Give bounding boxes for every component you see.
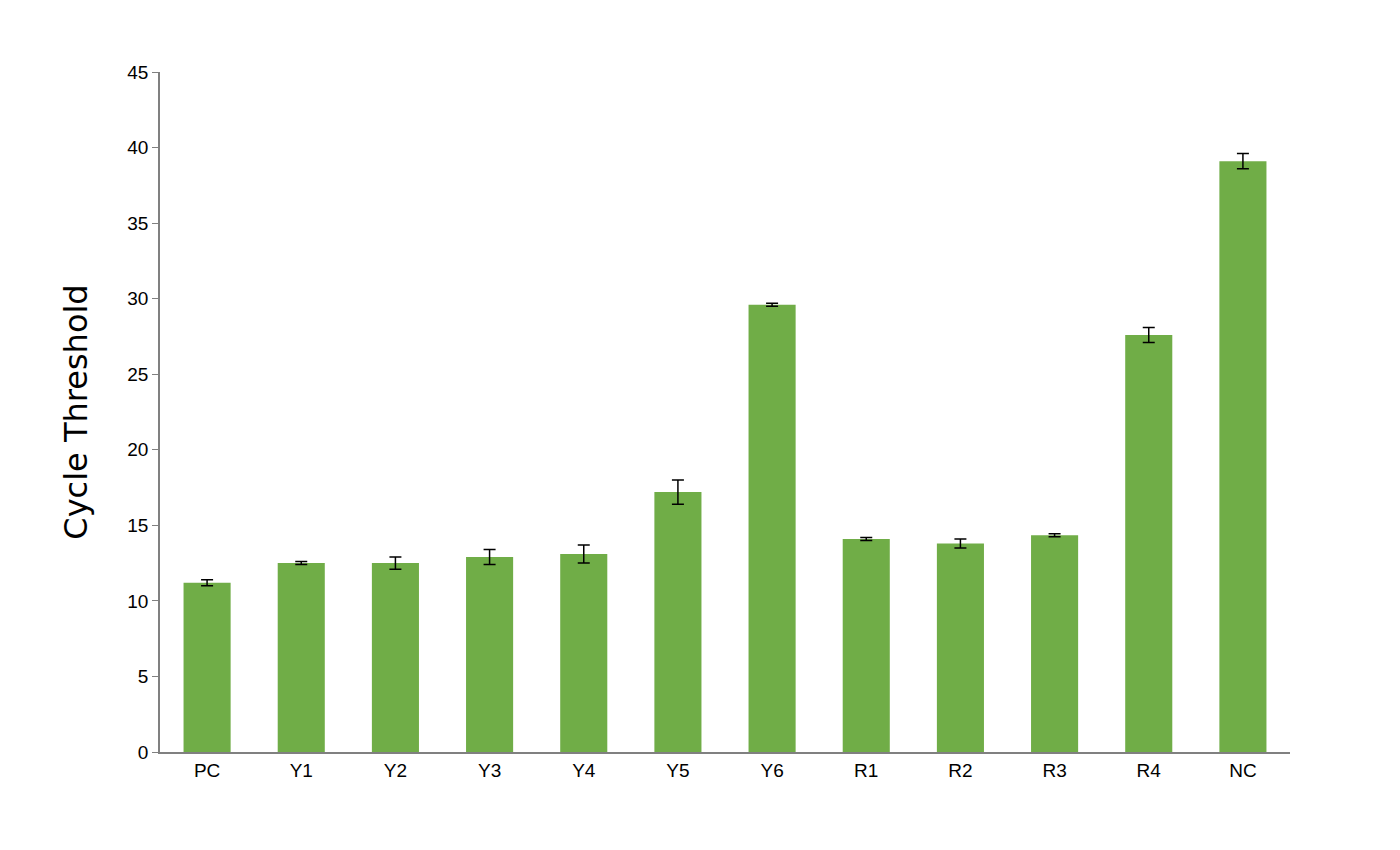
svg-text:R3: R3: [1042, 760, 1066, 781]
svg-text:10: 10: [127, 591, 148, 612]
svg-text:25: 25: [127, 364, 148, 385]
svg-text:Y5: Y5: [666, 760, 689, 781]
svg-text:Y6: Y6: [760, 760, 783, 781]
svg-text:PC: PC: [194, 760, 220, 781]
svg-text:R4: R4: [1137, 760, 1162, 781]
svg-text:Y1: Y1: [290, 760, 313, 781]
svg-text:Y2: Y2: [384, 760, 407, 781]
svg-text:R1: R1: [854, 760, 878, 781]
svg-text:0: 0: [138, 742, 149, 763]
svg-text:30: 30: [127, 288, 148, 309]
svg-text:5: 5: [138, 666, 149, 687]
svg-text:NC: NC: [1229, 760, 1256, 781]
svg-text:R2: R2: [948, 760, 972, 781]
svg-text:35: 35: [127, 213, 148, 234]
svg-text:Cycle Threshold: Cycle Threshold: [57, 284, 95, 539]
svg-text:Y3: Y3: [478, 760, 501, 781]
svg-text:45: 45: [127, 62, 148, 83]
svg-text:15: 15: [127, 515, 148, 536]
svg-text:20: 20: [127, 439, 148, 460]
svg-text:40: 40: [127, 137, 148, 158]
svg-text:Y4: Y4: [572, 760, 596, 781]
